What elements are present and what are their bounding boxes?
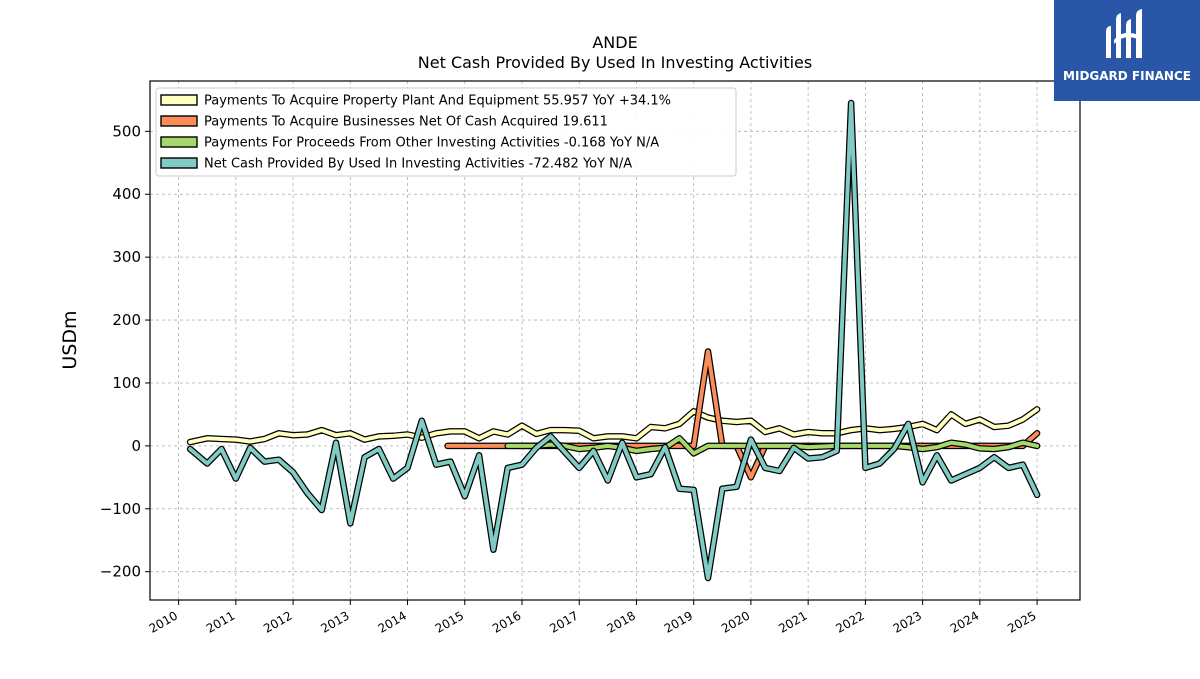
y-tick-label: 500 — [112, 122, 141, 140]
y-tick-label: 300 — [112, 248, 141, 266]
plot-frame — [149, 80, 1081, 601]
lines-layer — [186, 99, 1041, 582]
legend-entry-label: Payments To Acquire Businesses Net Of Ca… — [204, 115, 608, 130]
legend-swatch — [160, 94, 198, 106]
y-tick-label: 100 — [112, 374, 141, 392]
legend-box — [155, 87, 737, 177]
series-line-1 — [186, 406, 1041, 446]
chart-subtitle: Net Cash Provided By Used In Investing A… — [418, 53, 812, 72]
series-line-4 — [186, 99, 1041, 582]
legend-entry-label: Payments To Acquire Property Plant And E… — [204, 94, 671, 109]
series-stroke — [505, 436, 1040, 456]
series-line-3 — [504, 435, 1041, 457]
y-tick-label: 200 — [112, 311, 141, 329]
y-tick-label: 400 — [112, 185, 141, 203]
y-tick-label: −200 — [100, 563, 141, 581]
y-tick-label: 0 — [131, 437, 141, 455]
series-stroke — [188, 407, 1040, 445]
legend-entry-label: Net Cash Provided By Used In Investing A… — [204, 157, 632, 172]
y-axis-label: USDm — [59, 310, 81, 369]
legend: Payments To Acquire Property Plant And E… — [155, 87, 737, 177]
legend-swatch — [160, 115, 198, 127]
midgard-logo-icon: MIDGARD FINANCE — [1063, 9, 1191, 83]
legend-entry-label: Payments For Proceeds From Other Investi… — [204, 136, 659, 151]
logo-text: MIDGARD FINANCE — [1063, 69, 1191, 83]
series-stroke — [188, 101, 1040, 580]
legend-swatch — [160, 136, 198, 148]
y-tick-label: −100 — [100, 500, 141, 518]
legend-swatch — [160, 157, 198, 169]
chart-title: ANDE — [592, 33, 637, 52]
logo: MIDGARD FINANCE — [1054, 0, 1200, 101]
